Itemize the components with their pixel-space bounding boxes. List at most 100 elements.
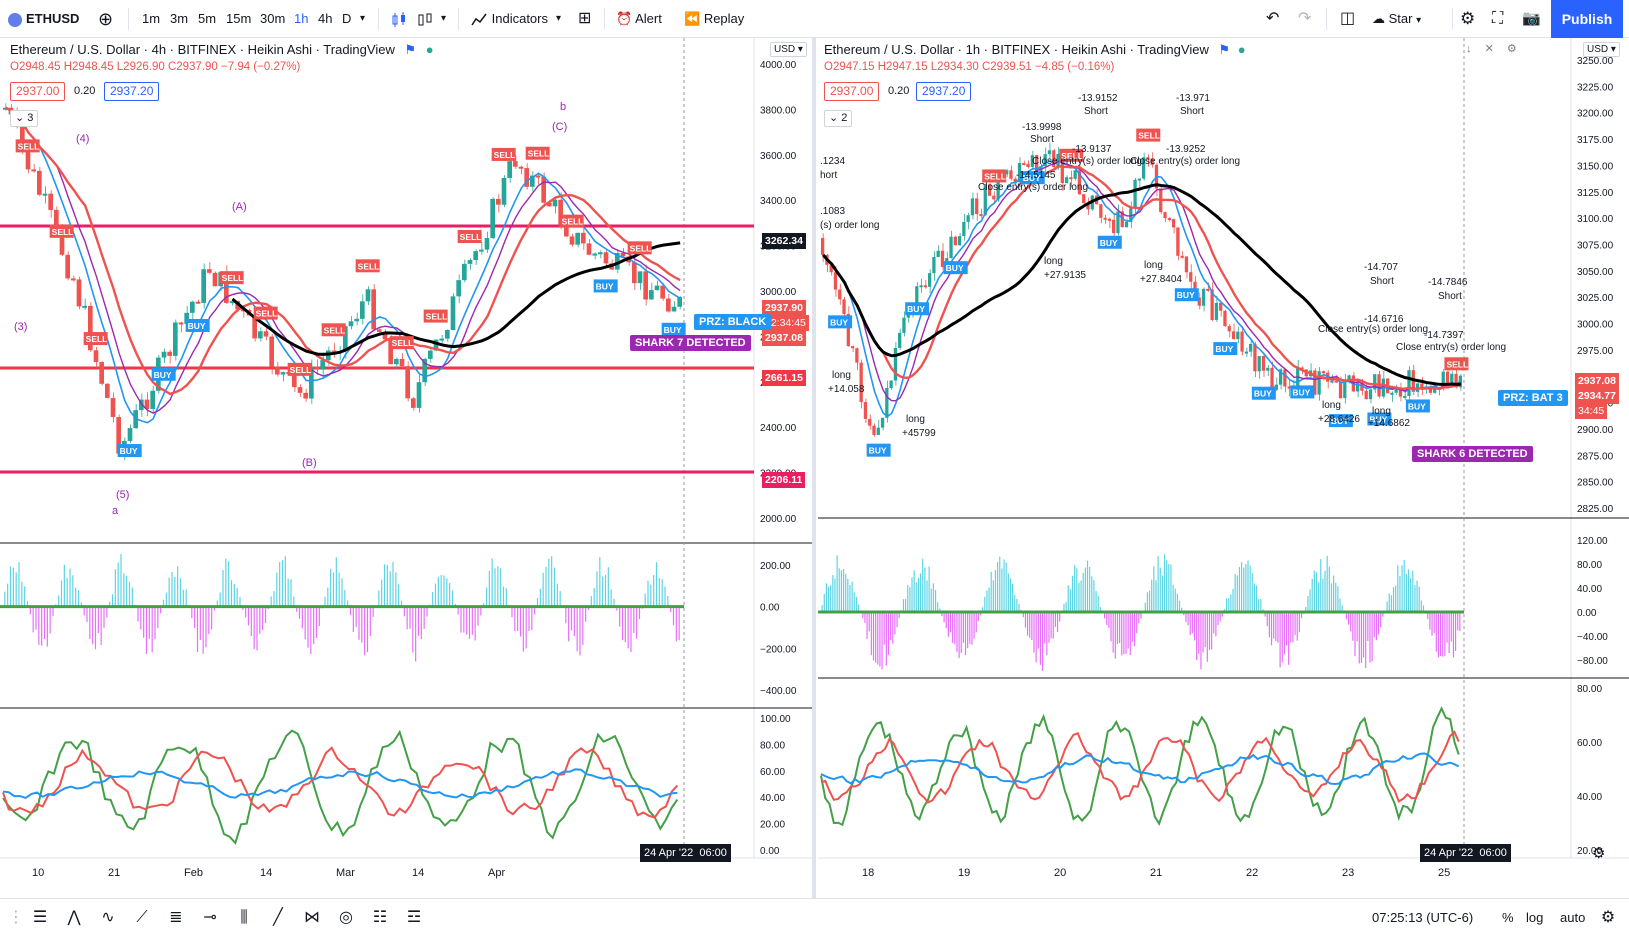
osc-axis-label: 80.00 — [1577, 560, 1602, 571]
alert-button[interactable]: ⏰ Alert — [612, 5, 666, 33]
percent-scale-toggle[interactable]: % — [1502, 910, 1514, 925]
status-dot-icon: ● — [425, 42, 434, 57]
candle-body — [303, 392, 308, 399]
bars-pattern-icon[interactable]: ⫼ — [240, 909, 248, 926]
gear-icon[interactable]: ⚙ — [1592, 845, 1606, 862]
currency-selector[interactable]: USD ▾ — [770, 42, 807, 57]
close-icon[interactable]: ✕ — [1484, 43, 1494, 55]
candle-body — [1069, 177, 1073, 180]
elliott-wave-label: (C) — [552, 121, 567, 133]
candle-body — [1030, 155, 1034, 168]
candle-body — [161, 351, 167, 358]
publish-button[interactable]: Publish — [1551, 0, 1623, 38]
signal-box — [1367, 412, 1392, 426]
compare-plus-icon[interactable]: ⊕ — [98, 9, 114, 29]
interval-3m[interactable]: 3m — [170, 11, 189, 26]
candle-body — [388, 339, 393, 365]
fib-icon[interactable]: ≣ — [169, 909, 183, 926]
currency-selector[interactable]: USD ▾ — [1583, 42, 1620, 57]
camera-icon[interactable]: 📷 — [1522, 10, 1541, 27]
signal-box — [559, 214, 584, 228]
symbol-search[interactable]: ETHUSD — [4, 5, 83, 33]
indicators-button[interactable]: Indicators — [466, 5, 552, 33]
candles-icon[interactable] — [386, 5, 412, 33]
toolbar-divider — [1452, 8, 1453, 30]
clock-display[interactable]: 07:25:13 (UTC-6) — [1372, 910, 1474, 925]
status-dot-icon: ● — [1237, 42, 1246, 57]
trade-annotation: +27.8404 — [1140, 274, 1182, 285]
gear-icon[interactable]: ⚙ — [1460, 9, 1476, 28]
trade-annotation: Short — [1084, 106, 1108, 117]
candle-body — [592, 253, 597, 256]
interval-d[interactable]: D — [342, 11, 352, 26]
level-tag-top: 3262.34 — [762, 233, 806, 249]
log-scale-toggle[interactable]: log — [1526, 910, 1544, 925]
candle-body — [1334, 380, 1338, 383]
trade-annotation: -14.707 — [1364, 262, 1398, 273]
undo-icon[interactable]: ↶ — [1266, 10, 1280, 27]
templates-grid-icon[interactable]: ⊞ — [578, 10, 592, 27]
wave-pattern-icon[interactable]: ∿ — [101, 909, 115, 926]
menu-lines-icon[interactable]: ☰ — [32, 909, 48, 926]
candle-body — [309, 366, 314, 399]
sliders-icon[interactable]: ☷ — [372, 909, 388, 926]
interval-4h[interactable]: 4h — [318, 11, 333, 26]
chevron-down-icon: ⌄ — [829, 112, 839, 124]
horizontal-ray-icon[interactable]: ⊸ — [203, 909, 217, 926]
settings-lines-icon[interactable]: ☲ — [406, 909, 422, 926]
candle-body — [1313, 370, 1317, 395]
price-axis-label: 4000.00 — [760, 60, 797, 71]
layout-split-icon[interactable]: ◫ — [1340, 10, 1356, 27]
signal-text: SELL — [18, 141, 40, 151]
zigzag-pattern-icon[interactable]: ⋀ — [67, 909, 81, 926]
buy-price-button[interactable]: 2937.20 — [916, 82, 972, 101]
time-label: 06:00 — [1479, 847, 1507, 859]
redo-icon[interactable]: ↷ — [1298, 10, 1312, 27]
candle-body — [1274, 384, 1278, 390]
chevron-down-icon[interactable]: ▾ — [556, 13, 562, 24]
chevron-down-icon[interactable]: ▾ — [441, 13, 447, 24]
candle-body — [575, 232, 580, 245]
left-chart-canvas[interactable]: 4000.00 3800.00 3600.00 3400.00 3 200.00 3000.… — [0, 38, 812, 898]
right-chart-canvas[interactable]: 3250.00 3225.00 3200.00 3175.00 3150.00 3125.… — [818, 38, 1629, 898]
interval-5m[interactable]: 5m — [198, 11, 217, 26]
auto-scale-toggle[interactable]: auto — [1560, 910, 1586, 925]
signal-text: SELL — [1446, 359, 1468, 369]
line-tool-icon[interactable]: ╱ — [273, 909, 283, 926]
fib-circle-icon[interactable]: ◎ — [339, 909, 353, 926]
bar-style-icon[interactable] — [412, 5, 438, 33]
trend-line-icon[interactable]: ⟋ — [136, 909, 148, 926]
fullscreen-icon[interactable]: ⛶ — [1492, 10, 1504, 27]
ethereum-icon — [8, 12, 22, 27]
sell-price-button[interactable]: 2937.00 — [824, 82, 880, 101]
interval-15m[interactable]: 15m — [226, 11, 252, 26]
moving-average-fast — [822, 158, 1462, 418]
settings-icon[interactable]: ⚙ — [1506, 43, 1517, 55]
osc-axis-label: 200.00 — [760, 561, 791, 572]
indicator-collapse-toggle[interactable]: ⌄ 3 — [10, 110, 39, 127]
signal-text: SELL — [426, 312, 448, 322]
countdown-tag: 34:45 — [1575, 403, 1608, 419]
interval-1h[interactable]: 1h — [294, 11, 309, 26]
sell-price-button[interactable]: 2937.00 — [10, 82, 66, 101]
buy-price-button[interactable]: 2937.20 — [104, 82, 160, 101]
time-axis-label: 14 — [260, 867, 272, 879]
arrow-down-icon[interactable]: ↓ — [1466, 43, 1472, 55]
indicator-collapse-toggle[interactable]: ⌄ 2 — [824, 110, 853, 127]
drag-handle-icon[interactable]: ⋮ — [8, 909, 24, 926]
gear-icon[interactable]: ⚙ — [1600, 909, 1616, 926]
elliott-wave-label: a — [112, 505, 119, 517]
rsi-axis-label: 80.00 — [1577, 684, 1602, 695]
time-axis-label: 20 — [1054, 867, 1066, 879]
signal-box — [457, 230, 482, 244]
xabcd-pattern-icon[interactable]: ⋈ — [304, 909, 320, 926]
chart-pane-right[interactable]: 3250.00 3225.00 3200.00 3175.00 3150.00 3125.… — [818, 38, 1629, 898]
chevron-down-icon[interactable]: ▾ — [360, 13, 366, 24]
signal-box — [1097, 235, 1122, 249]
interval-30m[interactable]: 30m — [260, 11, 286, 26]
spread-value: 0.20 — [888, 85, 910, 97]
interval-1m[interactable]: 1m — [142, 11, 161, 26]
replay-button[interactable]: ⏪ Replay — [680, 5, 748, 33]
chart-pane-left[interactable]: 4000.00 3800.00 3600.00 3400.00 3 200.00 3000.… — [0, 38, 816, 898]
layout-button[interactable]: ☁ Star ▾ — [1368, 5, 1425, 33]
